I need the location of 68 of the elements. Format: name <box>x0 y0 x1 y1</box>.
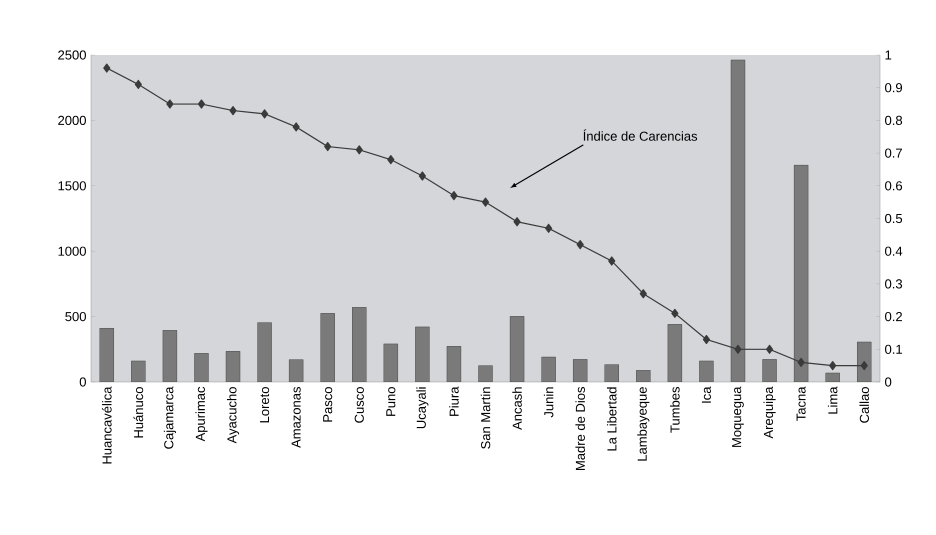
x-tick-label: Junin <box>544 387 554 418</box>
point <box>292 122 300 132</box>
point <box>134 80 142 90</box>
y2-tick-label: 1 <box>886 50 892 60</box>
point <box>387 155 394 164</box>
x-tick-label: Apurimac <box>195 386 208 442</box>
y2-tick-label: 0.1 <box>885 344 902 354</box>
point <box>671 308 678 318</box>
x-tick-label: Amazonas <box>292 387 301 448</box>
y2-tick-label: 0.6 <box>885 181 902 190</box>
x-tick-label: Tacna <box>796 386 806 421</box>
point <box>829 361 836 370</box>
point <box>766 344 774 354</box>
point <box>608 256 616 266</box>
x-tick-label: Lambayeque <box>637 387 650 461</box>
point <box>418 171 426 181</box>
y2-tick-label: 0.5 <box>885 214 902 224</box>
y-tick-label: 2500 <box>58 50 86 60</box>
point <box>482 198 490 207</box>
x-tick-label: Moquegua <box>732 386 744 447</box>
x-tick-label: La Libertad <box>606 387 617 451</box>
x-tick-label: Lima <box>828 386 838 414</box>
point <box>103 63 110 73</box>
y2-tick-label: 0.2 <box>885 312 902 322</box>
point <box>324 142 332 152</box>
point <box>640 289 647 298</box>
x-tick-label: Ucayali <box>416 387 428 428</box>
x-tick-label: Cajamarca <box>164 386 176 449</box>
point <box>450 191 458 200</box>
x-tick-label: Tumbes <box>670 387 680 433</box>
x-tick-label: Cusco <box>354 387 364 423</box>
x-tick-label: Madre de Dios <box>575 387 585 470</box>
point <box>166 99 174 109</box>
y2-tick-label: 0.3 <box>885 279 902 288</box>
point <box>513 217 521 226</box>
y2-tick-label: 0.9 <box>885 83 902 92</box>
y2-tick-label: 0 <box>885 377 892 387</box>
point <box>734 344 742 354</box>
point <box>545 224 552 233</box>
x-tick-label: Puno <box>386 387 396 416</box>
point <box>198 99 206 109</box>
annotation: Índice de Carencias <box>584 129 698 141</box>
y-tick-label: 0 <box>80 377 86 387</box>
y-tick-label: 2000 <box>58 116 86 125</box>
x-tick-label: Ayacucho <box>226 387 240 444</box>
x-tick-label: Pasco <box>323 387 332 422</box>
point <box>576 240 584 250</box>
y-tick-label: 1500 <box>58 181 86 190</box>
y2-tick-label: 0.7 <box>885 148 902 158</box>
x-tick-label: Huancavélica <box>102 386 112 464</box>
point <box>702 334 710 344</box>
x-tick-label: Loreto <box>260 387 270 422</box>
point <box>860 361 868 370</box>
x-tick-label: Callao <box>859 387 869 423</box>
x-tick-label: Ica <box>702 386 711 403</box>
point <box>798 358 805 367</box>
point <box>356 145 363 154</box>
x-tick-label: Arequipa <box>763 386 776 439</box>
x-tick-label: Piura <box>449 386 459 416</box>
y2-tick-label: 0.4 <box>885 246 902 256</box>
x-tick-label: San Martin <box>480 387 490 449</box>
point <box>229 106 237 116</box>
x-tick-label: Ancash <box>512 387 522 430</box>
point <box>260 109 268 118</box>
y-tick-label: 1000 <box>58 246 86 256</box>
y-tick-label: 500 <box>65 312 86 322</box>
y2-tick-label: 0.8 <box>885 116 902 125</box>
x-tick-label: Huánuco <box>133 387 144 438</box>
